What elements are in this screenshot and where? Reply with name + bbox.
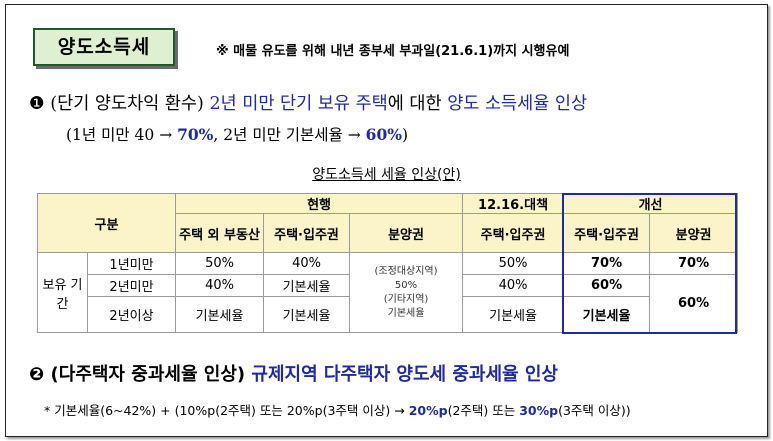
item-1-detail: (1년 미만 40 → 70%, 2년 미만 기본세율 → 60%)	[66, 123, 408, 145]
presale-line: (기타지역)	[383, 293, 429, 305]
section-title: 양도소득세	[33, 28, 175, 66]
value-cell: 기본세율	[263, 296, 351, 333]
footnote-highlight-30: 30%p	[519, 403, 559, 418]
presale-current-cell: (조정대상지역) 50% (기타지역) 기본세율	[349, 252, 464, 333]
item-1-action: 양도 소득세율 인상	[447, 94, 588, 114]
item-2-text: 규제지역 다주택자 양도세 중과세율 인상	[251, 364, 558, 385]
value-cell: 기본세율	[175, 296, 265, 333]
value-cell: 40%	[263, 252, 351, 275]
bullet-1: ❶	[29, 94, 45, 114]
value-cell: 50%	[175, 252, 265, 275]
item-2-heading: ❷ (다주택자 중과세율 인상) 규제지역 다주택자 양도세 중과세율 인상	[29, 360, 558, 386]
col-presale: 분양권	[349, 213, 464, 253]
holding-period-label: 보유 기간	[37, 252, 88, 333]
presale-line: 50%	[394, 279, 418, 291]
header-improve: 개선	[563, 193, 739, 214]
col-improve-presale: 분양권	[649, 213, 739, 253]
item-2-paren: (다주택자 중과세율 인상)	[50, 364, 246, 385]
value-cell: 40%	[175, 274, 265, 297]
deferral-note: ※ 매물 유도를 위해 내년 종부세 부과일(21.6.1)까지 시행유예	[216, 44, 570, 59]
period-cell: 2년이상	[86, 296, 177, 333]
footnote-part-a: * 기본세율(6~42%) + (10%p(2주택) 또는 20%p(3주택 이…	[44, 403, 409, 418]
value-cell: 기본세율	[263, 274, 351, 297]
tax-rate-table: 구분 현행 12.16.대책 개선 주택 외 부동산 주택·입주권 분양권 주택…	[36, 193, 739, 333]
value-cell: 기본세율	[563, 296, 651, 333]
item-1-connector: 에 대한	[387, 94, 448, 114]
period-cell: 2년미만	[86, 274, 177, 297]
header-measure: 12.16.대책	[462, 193, 565, 214]
value-cell: 기본세율	[462, 296, 565, 333]
value-cell: 60%	[563, 274, 651, 297]
presale-line: 기본세율	[387, 307, 425, 319]
footnote-highlight-20: 20%p	[408, 403, 448, 418]
bullet-2: ❷	[29, 364, 45, 385]
table-row: 2년이상 기본세율 기본세율 기본세율 기본세율	[38, 296, 738, 333]
footnote-part-e: (3주택 이상))	[558, 403, 631, 418]
footnote: * 기본세율(6~42%) + (10%p(2주택) 또는 20%p(3주택 이…	[44, 400, 631, 419]
detail-highlight-70: 70%	[177, 125, 214, 144]
value-cell: 70%	[563, 252, 651, 275]
presale-line: (조정대상지역)	[374, 265, 438, 277]
header-current: 현행	[175, 193, 464, 214]
detail-part-c: , 2년 미만 기본세율 →	[213, 126, 366, 144]
period-cell: 1년미만	[86, 252, 177, 275]
footnote-part-c: (2주택) 또는	[447, 403, 520, 418]
detail-part-e: )	[401, 126, 409, 144]
col-non-house: 주택 외 부동산	[175, 213, 265, 253]
header-gubun: 구분	[36, 193, 177, 253]
value-cell: 60%	[649, 274, 739, 333]
col-measure-house: 주택·입주권	[462, 213, 565, 253]
col-house: 주택·입주권	[263, 213, 351, 253]
table-row: 보유 기간 1년미만 50% 40% (조정대상지역) 50% (기타지역) 기…	[37, 252, 739, 333]
table-caption: 양도소득세 세율 인상(안)	[312, 167, 461, 183]
col-improve-house: 주택·입주권	[563, 213, 651, 253]
value-cell: 70%	[649, 252, 739, 275]
value-cell: 50%	[462, 252, 565, 275]
value-cell: 40%	[462, 274, 565, 297]
detail-part-a: (1년 미만 40 →	[66, 126, 178, 144]
detail-highlight-60: 60%	[365, 125, 402, 144]
item-1-heading: ❶ (단기 양도차익 환수) 2년 미만 단기 보유 주택에 대한 양도 소득세…	[29, 90, 587, 115]
item-1-target: 2년 미만 단기 보유 주택	[209, 94, 388, 114]
item-1-paren: (단기 양도차익 환수)	[50, 94, 204, 114]
